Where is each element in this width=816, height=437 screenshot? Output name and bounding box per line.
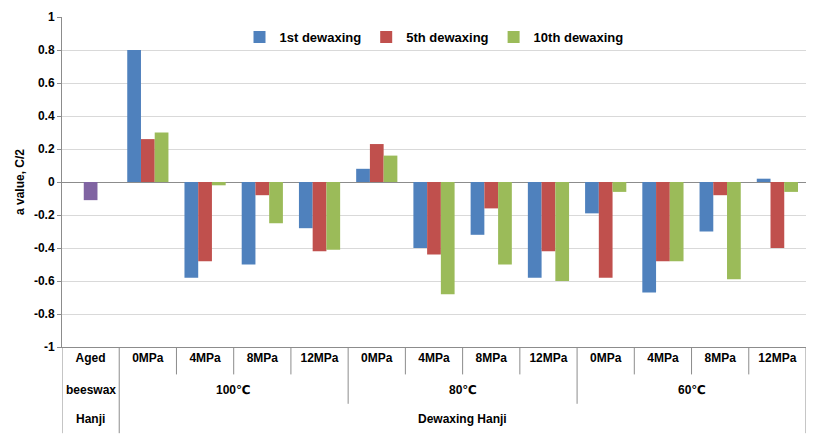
- svg-text:0.2: 0.2: [38, 142, 55, 156]
- svg-text:0.4: 0.4: [38, 109, 55, 123]
- svg-text:60℃: 60℃: [678, 383, 706, 397]
- svg-text:4MPa: 4MPa: [418, 351, 450, 365]
- svg-text:10th dewaxing: 10th dewaxing: [534, 30, 624, 45]
- svg-text:8MPa: 8MPa: [704, 351, 736, 365]
- svg-text:Hanji: Hanji: [76, 412, 105, 426]
- svg-text:12MPa: 12MPa: [758, 351, 796, 365]
- svg-text:-0.6: -0.6: [34, 274, 55, 288]
- svg-text:4MPa: 4MPa: [647, 351, 679, 365]
- svg-text:1: 1: [48, 10, 55, 24]
- svg-text:5th dewaxing: 5th dewaxing: [406, 30, 488, 45]
- svg-text:0MPa: 0MPa: [590, 351, 622, 365]
- svg-text:beeswax: beeswax: [66, 383, 116, 397]
- svg-text:Aged: Aged: [76, 351, 106, 365]
- svg-text:0: 0: [48, 175, 55, 189]
- svg-text:-1: -1: [44, 340, 55, 354]
- svg-text:Dewaxing Hanji: Dewaxing Hanji: [418, 412, 507, 426]
- svg-text:12MPa: 12MPa: [529, 351, 567, 365]
- svg-text:80℃: 80℃: [449, 383, 477, 397]
- svg-text:-0.4: -0.4: [34, 241, 55, 255]
- svg-text:100℃: 100℃: [216, 383, 251, 397]
- svg-text:0MPa: 0MPa: [361, 351, 393, 365]
- svg-text:a value, C/2: a value, C/2: [13, 149, 27, 215]
- svg-text:-0.2: -0.2: [34, 208, 55, 222]
- svg-text:-0.8: -0.8: [34, 307, 55, 321]
- svg-text:0.6: 0.6: [38, 76, 55, 90]
- svg-text:0.8: 0.8: [38, 43, 55, 57]
- svg-text:1st dewaxing: 1st dewaxing: [280, 30, 362, 45]
- svg-text:8MPa: 8MPa: [476, 351, 508, 365]
- svg-text:0MPa: 0MPa: [132, 351, 164, 365]
- svg-text:8MPa: 8MPa: [247, 351, 279, 365]
- svg-text:12MPa: 12MPa: [301, 351, 339, 365]
- svg-text:4MPa: 4MPa: [189, 351, 221, 365]
